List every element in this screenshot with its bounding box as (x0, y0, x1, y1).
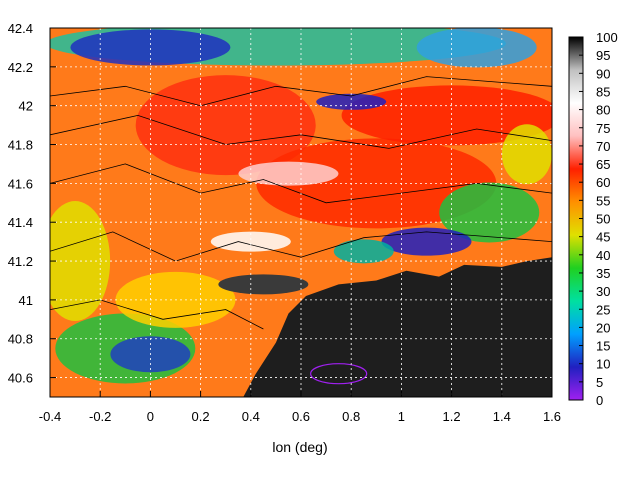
colorbar-tick-label: 10 (596, 357, 610, 372)
x-tick-label: 1 (398, 409, 405, 424)
colorbar-tick-label: 80 (596, 103, 610, 118)
colorbar-tick-label: 20 (596, 320, 610, 335)
y-tick-label: 42.2 (8, 60, 33, 75)
field-patch (218, 274, 309, 295)
colorbar-tick-label: 65 (596, 157, 610, 172)
colorbar-tick-label: 45 (596, 230, 610, 245)
y-tick-label: 42.4 (8, 21, 33, 36)
field-patch (501, 124, 552, 185)
x-tick-label: 0.2 (192, 409, 210, 424)
colorbar-tick-label: 55 (596, 193, 610, 208)
colorbar-tick-label: 60 (596, 175, 610, 190)
colorbar-tick-label: 0 (596, 393, 603, 408)
colorbar-tick-label: 90 (596, 66, 610, 81)
y-tick-label: 41.8 (8, 138, 33, 153)
colorbar-tick-label: 30 (596, 284, 610, 299)
y-tick-label: 41.2 (8, 254, 33, 269)
colorbar-tick-label: 40 (596, 248, 610, 263)
field-patch (316, 93, 387, 110)
x-axis-label: lon (deg) (272, 439, 327, 455)
colorbar-ticks: 0 5 10 15 20 25 30 35 40 45 50 55 60 65 70 75 80 85 90 95 10… (579, 30, 618, 408)
field-patch (439, 182, 540, 243)
x-tick-label: 1.6 (543, 409, 561, 424)
field-patch (333, 239, 394, 264)
x-tick-label: -0.2 (89, 409, 111, 424)
x-tick-label: 0 (147, 409, 154, 424)
colorbar-tick-label: 95 (596, 48, 610, 63)
sea-region (243, 257, 552, 397)
colorbar-tick-label: 50 (596, 212, 610, 227)
colorbar-tick-label: 75 (596, 121, 610, 136)
x-tick-label: 0.8 (342, 409, 360, 424)
y-tick-label: 41.4 (8, 215, 33, 230)
x-tick-label: -0.4 (39, 409, 61, 424)
field-patch (381, 227, 472, 256)
contour-line (50, 231, 552, 262)
x-tick-label: 1.4 (493, 409, 511, 424)
colorbar-tick-label: 35 (596, 266, 610, 281)
field-patch (70, 29, 231, 66)
field-patch (135, 75, 316, 176)
colorbar-tick-label: 25 (596, 302, 610, 317)
x-tick-label: 0.6 (292, 409, 310, 424)
field-patch (416, 28, 537, 68)
x-tick-label: 0.4 (242, 409, 260, 424)
colorbar-tick-label: 100 (596, 30, 618, 45)
contour-line (50, 163, 552, 204)
y-tick-label: 40.8 (8, 332, 33, 347)
contour-line (50, 299, 264, 330)
y-axis: 40.6 40.8 41 41.2 41.4 41.6 41.8 42 42.2 42.4 (8, 21, 56, 386)
contour-line (310, 363, 368, 385)
colorbar-tick-label: 5 (596, 375, 603, 390)
y-tick-label: 41.6 (8, 176, 33, 191)
field-patch (210, 231, 291, 252)
contour-line (50, 76, 552, 107)
y-tick-label: 40.6 (8, 371, 33, 386)
x-axis: -0.4 -0.2 0 0.2 0.4 0.6 0.8 1 1.2 1.4 1.6 (39, 391, 561, 424)
colorbar-tick-label: 85 (596, 84, 610, 99)
field-patch (341, 85, 552, 146)
colorbar-tick-label: 15 (596, 339, 610, 354)
colorbar-tick-label: 70 (596, 139, 610, 154)
x-tick-label: 1.2 (443, 409, 461, 424)
y-tick-label: 42 (19, 99, 33, 114)
grid (50, 28, 552, 397)
y-tick-label: 41 (19, 293, 33, 308)
